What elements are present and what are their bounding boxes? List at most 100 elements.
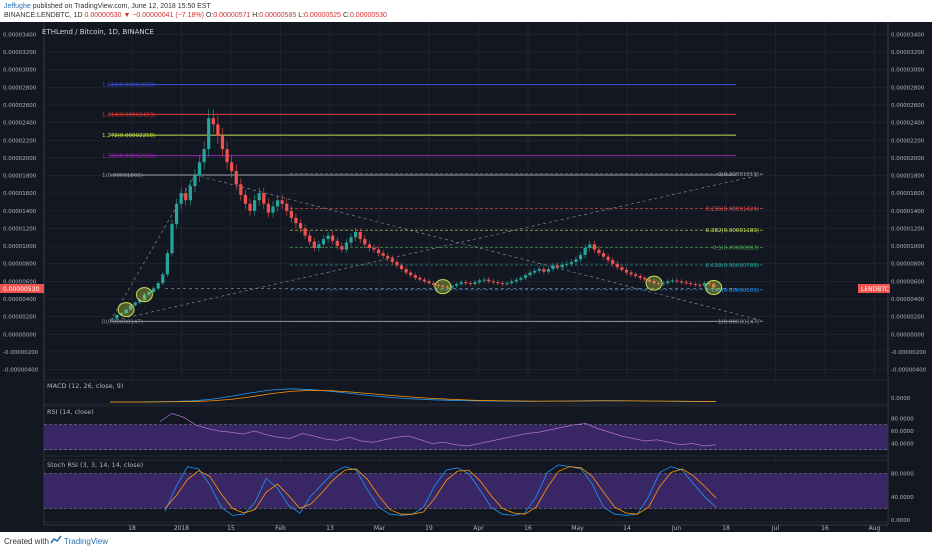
tradingview-logo-icon [50, 535, 62, 544]
candle-body [427, 281, 431, 284]
y-tick-label-right: 0.00003000 [891, 68, 925, 74]
candle-body [459, 282, 463, 285]
high-label: H: [252, 12, 260, 19]
fib-extension-label: 1.618(0.00002830) [102, 83, 155, 89]
x-tick-label: Jul [771, 525, 780, 532]
close-value: 0.00000530 [349, 12, 387, 19]
chart-area[interactable]: 1.618(0.00002830) 1.414(0.00002493) 1.272(… [0, 22, 932, 532]
candle-body [119, 313, 124, 315]
candle-body [409, 272, 413, 276]
low-value: 0.00000525 [304, 12, 342, 19]
y-axes: 0.00003400 0.00003400 0.00003200 0.00003200… [3, 32, 927, 373]
y-tick-label-left: 0.00001600 [3, 191, 37, 197]
candle-body [574, 259, 578, 262]
candle-body [211, 118, 215, 125]
fib-retracement-label: 0.236(0.00001424) [706, 207, 759, 213]
candle-body [514, 279, 518, 282]
candle-body [381, 253, 385, 256]
macd-title: MACD (12, 26, close, 9) [47, 382, 123, 390]
tradingview-link[interactable]: TradingView [64, 537, 109, 546]
fib-extension-label: 1.132(0.00002026) [102, 154, 155, 160]
y-tick-label-right: 0.00002400 [891, 121, 925, 127]
y-tick-label-left: 0.00000800 [3, 262, 37, 268]
candle-body [505, 283, 509, 285]
candle-body [174, 203, 179, 225]
x-tick-label: 15 [227, 525, 235, 532]
last-price-tag-left-text: 0.00000530 [3, 286, 39, 293]
candle-body [404, 269, 408, 273]
y-tick-label-left: 0.00003000 [3, 68, 37, 74]
fib-extension-label: 1.272(0.00002258) [102, 133, 155, 139]
author-name[interactable]: Jeffughe [4, 3, 31, 10]
candle-body [275, 200, 280, 207]
candle-body [234, 171, 238, 185]
highlight-ellipse [135, 287, 153, 303]
candle-body [510, 281, 514, 284]
y-tick-label-left: 0.00002000 [3, 156, 37, 162]
candle-body [372, 247, 376, 250]
high-value: 0.00000585 [259, 12, 297, 19]
candle-body [110, 318, 114, 320]
price-chart[interactable]: 1.618(0.00002830) 1.414(0.00002493) 1.272(… [0, 22, 932, 532]
candle-body [588, 244, 592, 248]
fib-extension-label: 1(0.00001806) [102, 173, 143, 179]
stoch-y-tick: 80.0000 [891, 472, 914, 478]
highlight-ellipse [434, 279, 452, 295]
candle-body [317, 244, 321, 248]
x-tick-label: Feb [275, 525, 286, 532]
candle-body [335, 240, 339, 247]
candle-body [601, 253, 606, 257]
candle-body [670, 280, 674, 282]
close-label: C: [342, 12, 350, 19]
highlight-ellipses [117, 275, 723, 318]
y-tick-label-right: 0.00000000 [891, 332, 925, 338]
candle-body [698, 284, 702, 286]
candle-body [583, 247, 587, 255]
candle-body [349, 237, 353, 243]
candle-body [597, 249, 601, 254]
candle-body [712, 284, 716, 288]
candle-body [689, 283, 693, 285]
stoch-d-line [164, 466, 717, 515]
candle-body [363, 239, 367, 245]
candle-body [634, 274, 638, 277]
fib-retracement-label: 0.786(0.00000505) [706, 288, 759, 294]
publish-info: published on TradingView.com, June 12, 2… [32, 3, 211, 10]
x-axis: 18 2018 15 Feb 13 Mar 19 Apr 16 May 14 Jun 18 Jul 16 Au… [44, 524, 888, 532]
candle-body [491, 281, 495, 283]
candle-body [239, 184, 243, 195]
candle-body [643, 277, 647, 280]
candle-body [147, 291, 151, 295]
candle-body [436, 284, 440, 286]
x-tick-label: 18 [722, 525, 730, 532]
candle-body [179, 193, 183, 204]
candle-body [230, 162, 234, 172]
macd-y-tick: 0.0000 [891, 396, 911, 402]
trend-line [109, 173, 766, 322]
y-tick-label-left: 0.00002200 [3, 138, 37, 144]
candle-body [184, 193, 188, 201]
x-tick-label: 13 [326, 525, 334, 532]
fib-retracement-label: 0(0.00001819) [718, 172, 759, 178]
candle-body [560, 264, 564, 268]
candle-body [243, 194, 248, 204]
y-tick-label-right: 0.00001000 [891, 244, 925, 250]
symbol-line: BINANCE:LENDBTC, 1D [4, 12, 83, 19]
y-tick-label-left: -0.00000200 [3, 350, 39, 356]
candle-body [207, 118, 211, 150]
candle-body [124, 309, 128, 314]
candle-body [197, 162, 202, 176]
candle-body [464, 282, 468, 284]
y-tick-label-left: 0.00003200 [3, 50, 37, 56]
candle-body [340, 246, 344, 250]
chart-header: Jeffughe published on TradingView.com, J… [0, 0, 932, 22]
stoch-y-tick: 0.0000 [891, 518, 911, 524]
candle-body [519, 277, 523, 280]
y-tick-label-left: 0.00002400 [3, 121, 37, 127]
candle-body [344, 242, 349, 250]
candle-body [592, 244, 596, 250]
x-tick-label: Aug [869, 525, 881, 532]
candle-body [253, 200, 257, 211]
trend-line [194, 174, 766, 322]
candle-body [193, 175, 197, 187]
